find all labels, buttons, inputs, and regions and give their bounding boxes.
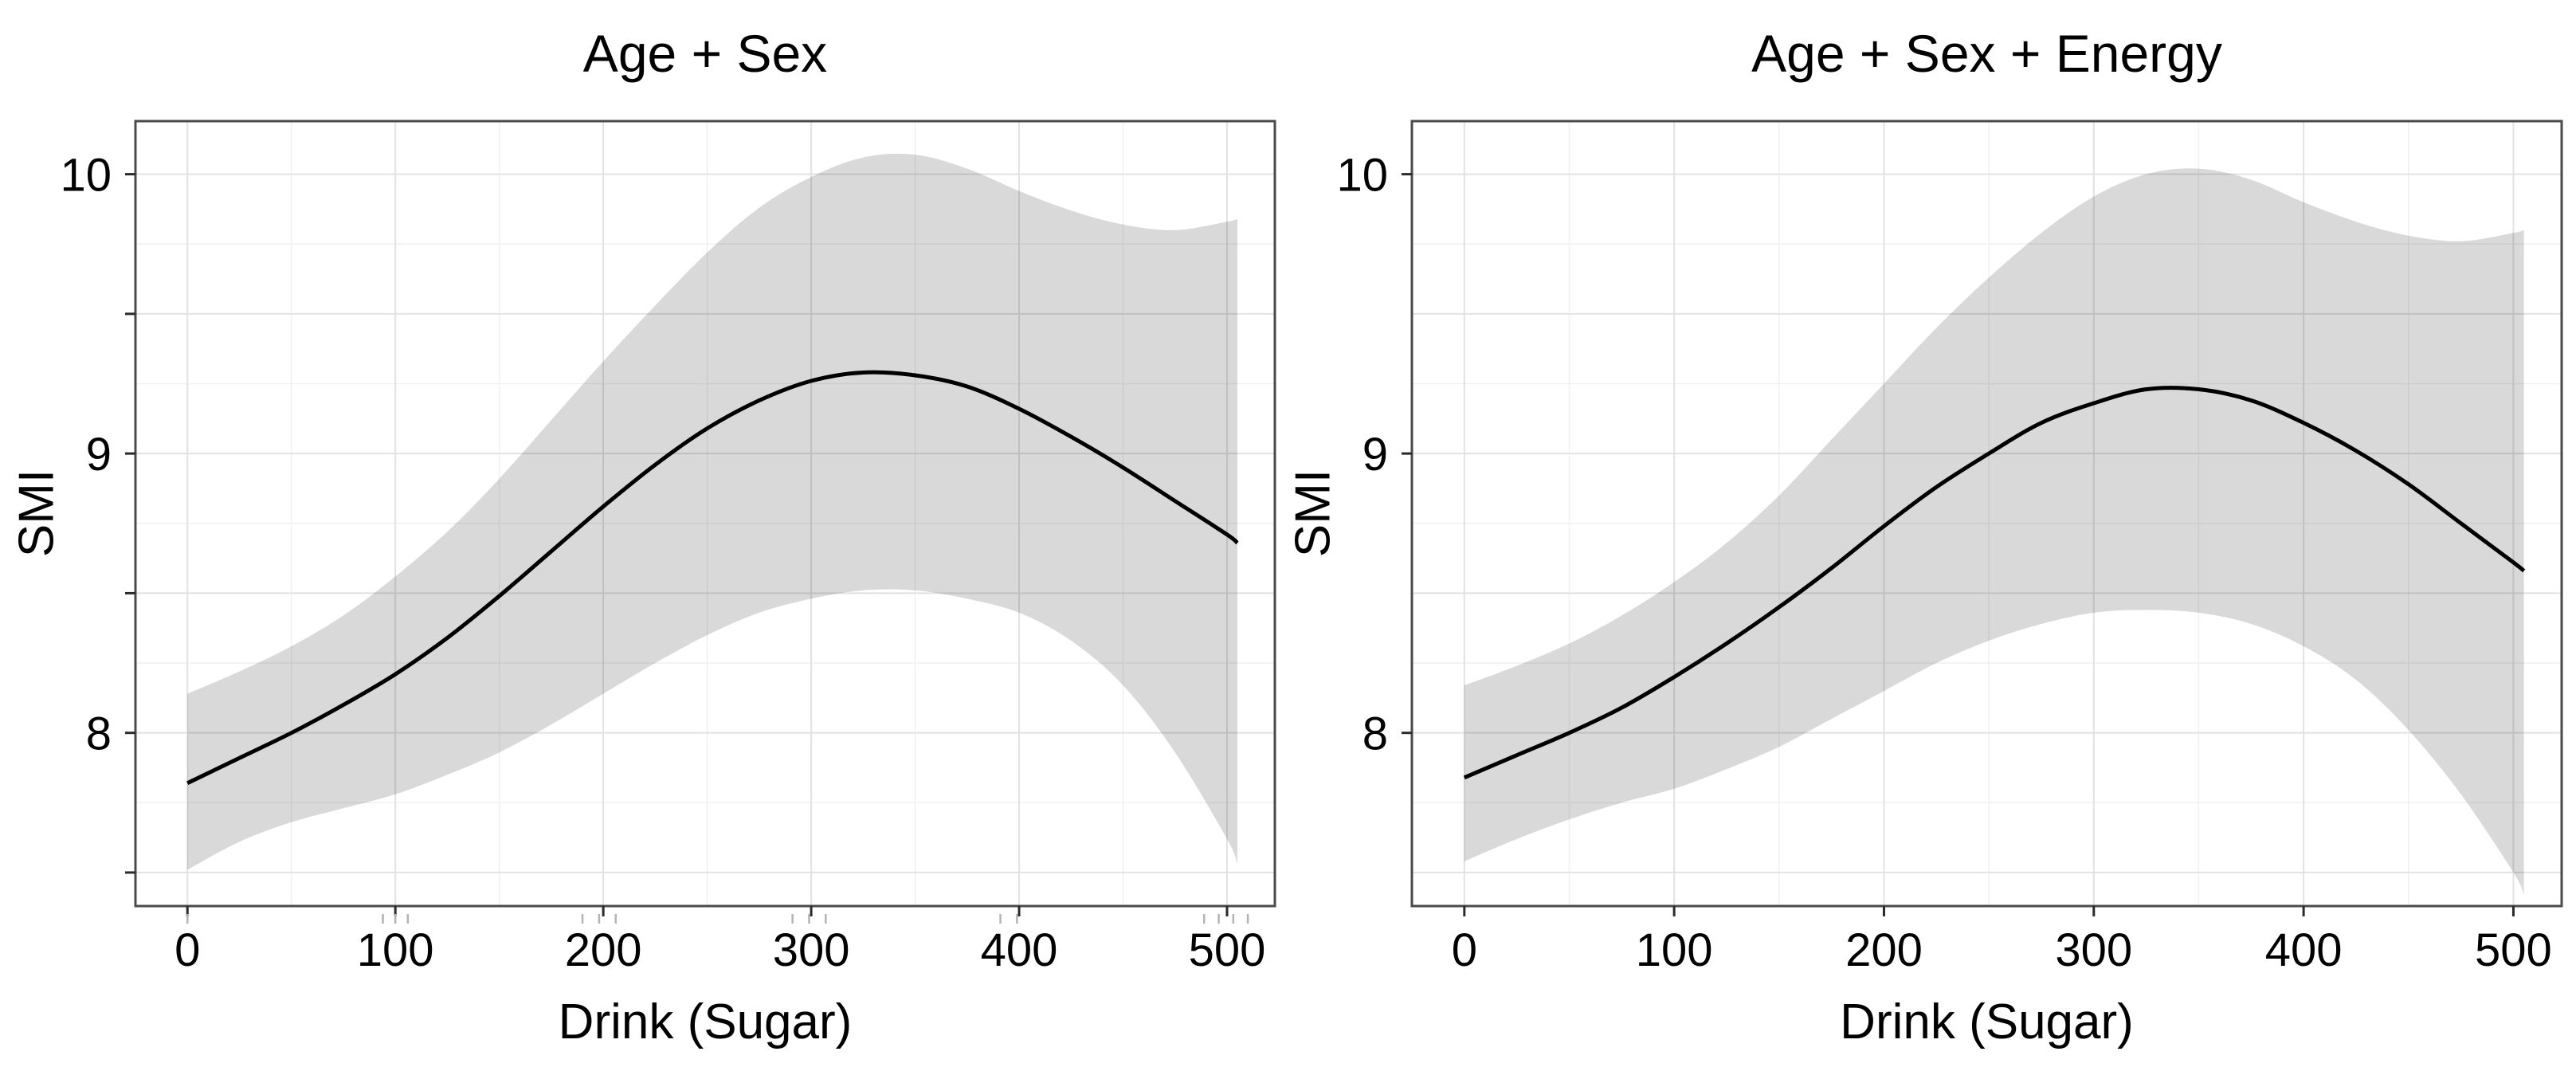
x-tick-label: 100 xyxy=(357,924,434,976)
x-tick-label: 200 xyxy=(1845,924,1923,976)
y-axis-title-right: SMI xyxy=(1285,469,1341,558)
smooth-fit-line xyxy=(1463,386,2526,780)
x-tick-label: 500 xyxy=(1189,924,1266,976)
x-tick-label: 0 xyxy=(1452,924,1477,976)
x-tick-label: 300 xyxy=(773,924,850,976)
x-tick-label: 100 xyxy=(1636,924,1713,976)
chart-title-left: Age + Sex xyxy=(582,24,828,83)
x-tick-label: 200 xyxy=(565,924,642,976)
y-tick-label: 8 xyxy=(1362,708,1388,760)
x-tick-label: 400 xyxy=(2265,924,2343,976)
y-tick-label: 9 xyxy=(1362,429,1388,481)
chart-title-right: Age + Sex + Energy xyxy=(1751,24,2222,83)
y-tick-label: 10 xyxy=(1336,150,1388,202)
panel-border xyxy=(134,120,1276,908)
confidence-band xyxy=(187,153,1238,870)
panel-border xyxy=(1410,120,2563,908)
smooth-fit-line xyxy=(186,370,1239,786)
x-tick-label: 300 xyxy=(2055,924,2132,976)
y-axis-title-left: SMI xyxy=(9,469,65,558)
y-tick-label: 8 xyxy=(86,708,112,760)
x-axis-title-left: Drink (Sugar) xyxy=(558,994,853,1049)
x-tick-label: 500 xyxy=(2475,924,2552,976)
y-tick-label: 9 xyxy=(86,429,112,481)
y-tick-label: 10 xyxy=(60,150,112,202)
x-tick-label: 400 xyxy=(981,924,1058,976)
confidence-band xyxy=(1464,168,2524,895)
x-tick-label: 0 xyxy=(174,924,200,976)
x-axis-title-right: Drink (Sugar) xyxy=(1840,994,2134,1049)
